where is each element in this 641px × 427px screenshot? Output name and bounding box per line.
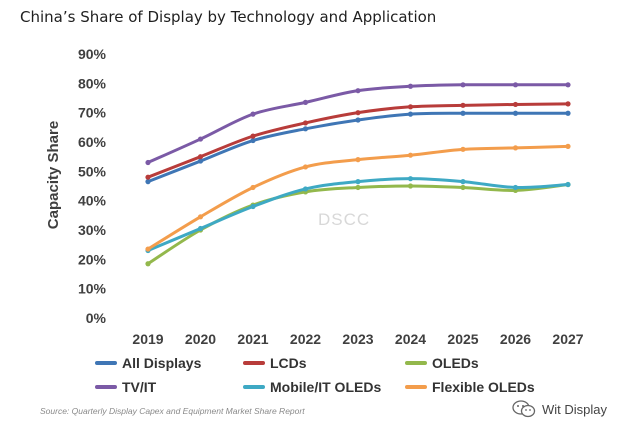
data-point-lcds bbox=[302, 120, 309, 126]
dscc-watermark: DSCC bbox=[318, 210, 371, 229]
data-point-mobile-it-oleds bbox=[512, 184, 519, 191]
data-point-all-displays bbox=[565, 110, 571, 116]
legend-label: OLEDs bbox=[432, 355, 479, 371]
data-point-flexible-oleds bbox=[460, 146, 466, 152]
data-point-flexible-oleds bbox=[355, 157, 361, 163]
data-point-mobile-it-oleds bbox=[302, 186, 309, 192]
data-point-lcds bbox=[565, 101, 571, 107]
y-tick-label: 10% bbox=[78, 281, 107, 297]
legend-item-oleds: OLEDs bbox=[405, 355, 479, 371]
legend-label: Mobile/IT OLEDs bbox=[270, 379, 382, 395]
data-point-tv-it bbox=[565, 82, 571, 88]
data-point-all-displays bbox=[250, 137, 256, 144]
legend-item-flexible-oleds: Flexible OLEDs bbox=[405, 379, 535, 395]
data-point-mobile-it-oleds bbox=[355, 179, 361, 185]
x-tick-label: 2022 bbox=[290, 331, 321, 347]
x-tick-label: 2020 bbox=[185, 331, 216, 347]
data-point-tv-it bbox=[407, 83, 414, 89]
legend-label: LCDs bbox=[270, 355, 307, 371]
legend-swatch bbox=[405, 361, 427, 365]
data-point-flexible-oleds bbox=[302, 164, 309, 170]
data-point-tv-it bbox=[355, 88, 361, 94]
x-axis-ticks: 2019 2020 2021 2022 2023 2024 2025 2026 2027 bbox=[132, 331, 583, 347]
legend-label: Flexible OLEDs bbox=[432, 379, 535, 395]
data-point-mobile-it-oleds bbox=[460, 179, 466, 185]
x-tick-label: 2025 bbox=[447, 331, 478, 347]
data-point-flexible-oleds bbox=[512, 145, 519, 151]
y-tick-label: 50% bbox=[78, 163, 107, 179]
data-point-oleds bbox=[145, 261, 151, 267]
data-point-flexible-oleds bbox=[145, 246, 151, 252]
data-point-flexible-oleds bbox=[197, 214, 204, 220]
source-note: Source: Quarterly Display Capex and Equi… bbox=[40, 406, 305, 416]
data-point-all-displays bbox=[197, 158, 204, 164]
data-point-lcds bbox=[250, 133, 256, 139]
data-point-lcds bbox=[407, 104, 414, 110]
legend-item-lcds: LCDs bbox=[243, 355, 307, 371]
data-point-all-displays bbox=[302, 126, 309, 132]
line-chart: 0%10%20%30%40%50%60%70%80%90% 2019 2020 20… bbox=[45, 46, 584, 347]
data-point-all-displays bbox=[407, 111, 414, 117]
data-point-tv-it bbox=[460, 82, 466, 88]
legend-label: All Displays bbox=[122, 355, 202, 371]
data-point-tv-it bbox=[197, 136, 204, 142]
x-tick-label: 2023 bbox=[342, 331, 373, 347]
data-point-oleds bbox=[460, 184, 466, 191]
data-point-lcds bbox=[197, 154, 204, 160]
data-point-all-displays bbox=[145, 179, 151, 185]
y-tick-label: 0% bbox=[86, 310, 107, 326]
wechat-icon bbox=[512, 400, 536, 418]
wit-display-watermark: Wit Display bbox=[512, 400, 607, 418]
data-point-lcds bbox=[145, 174, 151, 180]
x-tick-label: 2019 bbox=[132, 331, 163, 347]
data-point-all-displays bbox=[355, 117, 361, 123]
legend-swatch bbox=[243, 361, 265, 365]
data-point-lcds bbox=[512, 101, 519, 108]
y-tick-label: 30% bbox=[78, 222, 107, 238]
y-tick-label: 20% bbox=[78, 251, 107, 267]
data-point-oleds bbox=[355, 184, 361, 191]
data-point-flexible-oleds bbox=[407, 152, 414, 158]
y-tick-label: 90% bbox=[78, 46, 107, 62]
data-point-flexible-oleds bbox=[250, 184, 256, 191]
legend-item-all-displays: All Displays bbox=[95, 355, 201, 371]
data-point-mobile-it-oleds bbox=[407, 176, 414, 182]
data-point-all-displays bbox=[460, 110, 466, 116]
data-point-flexible-oleds bbox=[565, 143, 571, 149]
legend-item-mobile-it-oleds: Mobile/IT OLEDs bbox=[243, 379, 381, 395]
legend-label: TV/IT bbox=[122, 379, 157, 395]
legend-swatch bbox=[95, 361, 117, 365]
series-lines bbox=[145, 82, 571, 267]
x-tick-label: 2026 bbox=[500, 331, 531, 347]
data-point-all-displays bbox=[512, 110, 519, 116]
legend-item-tv-it: TV/IT bbox=[95, 379, 156, 395]
x-tick-label: 2027 bbox=[552, 331, 583, 347]
x-tick-label: 2024 bbox=[395, 331, 426, 347]
data-point-tv-it bbox=[250, 111, 256, 117]
legend-swatch bbox=[95, 385, 117, 389]
data-point-lcds bbox=[460, 102, 466, 108]
data-point-mobile-it-oleds bbox=[197, 225, 204, 232]
y-tick-label: 40% bbox=[78, 193, 107, 209]
brand-label: Wit Display bbox=[542, 401, 608, 417]
y-axis-ticks: 0% 10% 20% 30% 40% 50% 60% 70% 80% 90% bbox=[78, 46, 107, 326]
legend-swatch bbox=[405, 385, 427, 389]
chart-title: China’s Share of Display by Technology a… bbox=[20, 8, 437, 26]
data-point-tv-it bbox=[302, 99, 309, 105]
x-tick-label: 2021 bbox=[237, 331, 268, 347]
data-point-lcds bbox=[355, 110, 361, 116]
data-point-mobile-it-oleds bbox=[250, 203, 256, 210]
y-axis-label: Capacity Share bbox=[45, 121, 62, 229]
y-tick-label: 80% bbox=[78, 75, 107, 91]
legend-swatch bbox=[243, 385, 265, 389]
data-point-tv-it bbox=[145, 159, 151, 166]
data-point-oleds bbox=[407, 183, 414, 189]
y-tick-label: 60% bbox=[78, 134, 107, 150]
data-point-tv-it bbox=[512, 82, 519, 88]
y-tick-label: 70% bbox=[78, 105, 107, 121]
data-point-mobile-it-oleds bbox=[565, 181, 571, 188]
